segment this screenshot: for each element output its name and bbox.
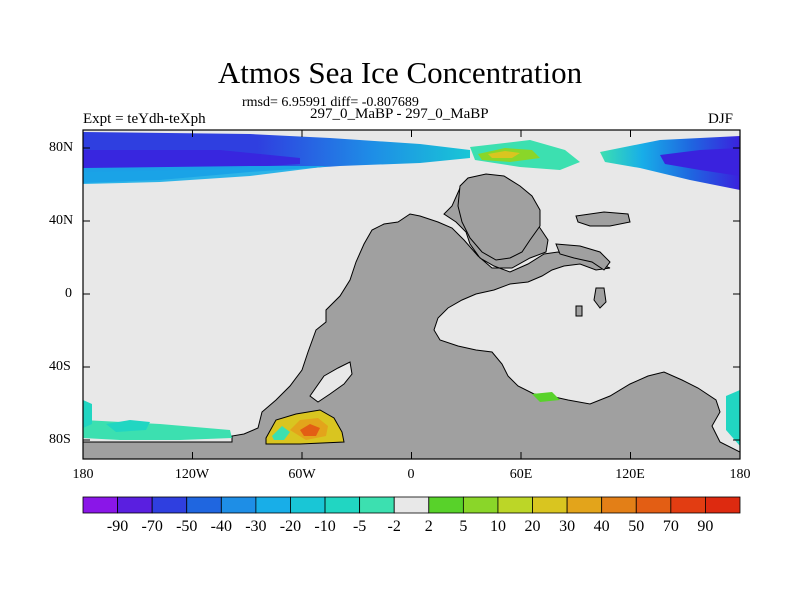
colorbar-label: 20 [524,518,541,535]
y-label-40n: 40N [49,213,74,228]
colorbar-swatch [497,496,533,514]
colorbar-label: 10 [489,518,506,535]
x-label-120e: 120E [615,467,645,482]
season-label: DJF [708,111,734,127]
north-landmass [457,173,541,261]
x-label-60w: 60W [288,467,316,482]
colorbar-swatch [532,496,568,514]
x-label-180e: 180 [729,467,751,482]
southern-patch-edge [83,400,92,428]
far-east-island [575,211,631,227]
colorbar-swatch [566,496,603,514]
southern-anomaly-core [300,424,320,436]
x-ticks [82,130,741,459]
colorbar-label: -40 [210,518,232,535]
colorbar-label: 5 [459,518,468,535]
east-island [555,243,611,271]
colorbar-label: -30 [245,518,267,535]
southern-patch-east [726,390,740,446]
x-label-0: 0 [407,467,415,482]
southern-patch-west [106,420,150,432]
y-ticks [83,147,740,441]
arctic-edge-west [83,166,330,184]
colorbar-label: 70 [662,518,679,535]
colorbar-label: -20 [279,518,302,535]
southern-teal-patch [272,426,290,440]
colorbar-swatch [324,496,361,514]
tiny-island [575,305,583,317]
x-label-60e: 60E [509,467,533,482]
colorbar-swatch [117,496,153,514]
y-label-80s: 80S [49,432,71,447]
colorbar-swatch [151,496,188,514]
colorbar-swatch [705,496,741,514]
colorbar-label: 90 [697,518,714,535]
map-canvas [83,130,740,459]
small-island [593,287,607,309]
colorbar-label: 2 [424,518,433,535]
colorbar-swatch [670,496,706,514]
colorbar-label: -2 [387,518,401,535]
colorbar-label: -5 [352,518,367,535]
pangea-landmass [83,175,740,459]
colorbar-swatch [428,496,464,514]
colorbar-label: -90 [106,518,129,535]
colorbar-label: 30 [559,518,576,535]
colorbar-swatch [393,496,430,514]
arctic-positive-core [488,151,520,158]
colorbar-swatch [290,496,326,514]
colorbar-swatch [462,496,499,514]
y-label-40s: 40S [49,359,71,374]
colorbar-swatch [359,496,395,514]
y-label-0: 0 [65,286,72,301]
colorbar-label: 50 [628,518,645,535]
colorbar-label: 40 [593,518,610,535]
colorbar-swatch [255,496,291,514]
colorbar-swatch [220,496,257,514]
experiment-label: Expt = teYdh-teXph [83,111,206,127]
arctic-core-east [660,148,740,176]
colorbar-swatch [82,496,118,514]
colorbar [82,496,741,514]
colorbar-label: -50 [176,518,198,535]
southern-green-patch [532,392,560,402]
x-label-120w: 120W [174,467,210,482]
colorbar-label: -10 [314,518,336,535]
y-label-80n: 80N [49,140,74,155]
chart-title: Atmos Sea Ice Concentration [217,55,583,90]
period-label: 297_0_MaBP - 297_0_MaBP [310,106,489,122]
colorbar-swatch [635,496,672,514]
inland-sea [309,361,353,403]
colorbar-swatch [186,496,222,514]
colorbar-swatch [601,496,637,514]
colorbar-label: -70 [141,518,163,535]
stats-line: rmsd= 6.95991 diff= -0.807689 [242,95,419,110]
x-label-180w: 180 [72,467,94,482]
